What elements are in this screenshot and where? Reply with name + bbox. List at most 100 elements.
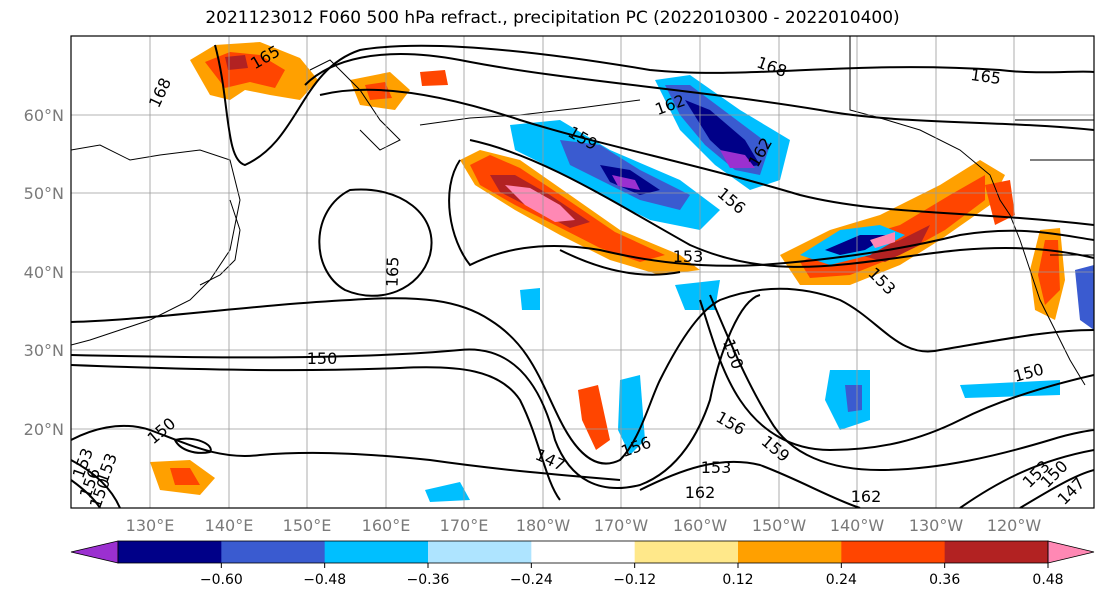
lon-label: 170°E	[440, 516, 489, 535]
colorbar-tick-label: −0.24	[510, 572, 553, 588]
contour-label: 162	[851, 487, 882, 506]
map-frame	[70, 35, 1095, 509]
precip-positive-region	[170, 468, 200, 485]
contour-label: 153	[673, 247, 704, 266]
coastline-kamchatka	[309, 59, 401, 151]
contour-line	[71, 479, 101, 508]
colorbar-tick-label: 0.24	[826, 572, 857, 588]
contour-label: 153	[701, 458, 732, 477]
colorbar-segment	[324, 541, 429, 563]
lat-label: 20°N	[24, 420, 64, 439]
colorbar-segment	[634, 541, 739, 563]
colorbar-segment	[944, 541, 1049, 563]
colorbar-tick-label: −0.12	[613, 572, 656, 588]
precip-negative-region	[685, 100, 760, 168]
contour-line	[639, 460, 861, 508]
precip-positive-region	[225, 55, 248, 70]
contour-line	[1019, 469, 1094, 508]
precip-negative-region	[675, 280, 720, 310]
precip-negative-region	[720, 150, 755, 168]
lon-label: 170°W	[594, 516, 649, 535]
contour-line	[71, 294, 761, 489]
contour-line	[318, 188, 433, 297]
precip-negative-region	[1075, 265, 1094, 330]
colorbar-outline	[117, 540, 1049, 564]
colorbar-tick-label: 0.12	[722, 572, 753, 588]
colorbar-segment	[428, 541, 532, 563]
longitude-labels: 130°E 140°E 150°E 160°E 170°E 180°W 170°…	[126, 516, 1042, 535]
contour-label: 165	[969, 65, 1002, 88]
contour-line	[71, 364, 561, 501]
colorbar-tick-label: 0.48	[1032, 572, 1063, 588]
latitude-labels: 60°N 50°N 40°N 30°N 20°N	[24, 106, 64, 439]
precip-negative-region	[520, 288, 540, 310]
contour-line	[448, 159, 1094, 267]
map-plot-area: 165 168 168 165 159 162 162 156 153 153 …	[71, 36, 1094, 508]
colorbar-tick-label: 0.36	[929, 572, 960, 588]
contour-line	[559, 249, 681, 276]
colorbar-segment	[118, 541, 222, 563]
lon-label: 130°W	[909, 516, 964, 535]
colorbar-tick-label: −0.60	[200, 572, 243, 588]
precip-negative-region	[618, 375, 645, 455]
lon-label: 150°E	[283, 516, 332, 535]
contour-line	[469, 139, 1094, 268]
contour-line	[173, 437, 212, 454]
contour-line	[304, 53, 1094, 131]
precip-positive-region	[985, 180, 1015, 225]
lat-label: 40°N	[24, 263, 64, 282]
lon-label: 160°E	[362, 516, 411, 535]
refractivity-contours	[71, 44, 1094, 508]
contour-label: 162	[685, 483, 716, 502]
contour-line	[709, 294, 1094, 472]
lon-label: 120°W	[987, 516, 1042, 535]
coastline-north-america	[1009, 214, 1086, 386]
precip-negative-region	[845, 385, 862, 412]
precip-negative-region	[612, 175, 640, 190]
precip-positive-region	[420, 70, 448, 86]
colorbar-ticks: −0.60 −0.48 −0.36 −0.24 −0.12 0.12 0.24 0.36 0.4…	[200, 563, 1064, 588]
contour-line	[319, 88, 1094, 226]
precip-positive-region	[870, 232, 895, 248]
colorbar-segment	[221, 541, 326, 563]
colorbar-extend-max	[1047, 540, 1095, 564]
colorbar-tick-label: −0.36	[407, 572, 450, 588]
lon-label: 130°E	[126, 516, 175, 535]
precip-shading	[150, 42, 1094, 502]
contour-label: 150	[307, 349, 338, 368]
lat-label: 30°N	[24, 341, 64, 360]
colorbar-segments	[70, 540, 1095, 564]
precip-positive-region	[205, 52, 285, 88]
coastline-asia	[71, 144, 241, 346]
contour-line	[71, 459, 121, 508]
lat-label: 50°N	[24, 184, 64, 203]
colorbar-tick-label: −0.48	[303, 572, 346, 588]
lon-label: 140°E	[205, 516, 254, 535]
colorbar-segment	[531, 541, 636, 563]
colorbar-segment	[841, 541, 946, 563]
contour-line	[959, 449, 1094, 508]
contour-line	[71, 287, 1094, 465]
precip-positive-region	[505, 185, 575, 222]
coastline-alaska	[849, 36, 1011, 216]
lon-label: 160°W	[673, 516, 728, 535]
precip-negative-region	[425, 482, 470, 502]
contour-line	[214, 44, 1094, 167]
contour-line	[699, 299, 1094, 452]
contour-line	[71, 424, 621, 481]
colorbar-extend-min	[70, 540, 119, 564]
lon-label: 150°W	[752, 516, 807, 535]
precip-positive-region	[1038, 240, 1060, 305]
precip-positive-region	[860, 225, 930, 262]
colorbar-segment	[738, 541, 842, 563]
gridlines	[71, 36, 1094, 508]
precip-positive-region	[365, 82, 392, 100]
precip-negative-region	[960, 380, 1060, 398]
contour-label: 165	[382, 256, 402, 287]
map-title: 2021123012 F060 500 hPa refract., precip…	[205, 8, 900, 28]
precip-positive-region	[578, 385, 610, 450]
lon-label: 180°W	[516, 516, 571, 535]
coastline-japan	[199, 199, 241, 286]
lon-label: 140°W	[830, 516, 885, 535]
